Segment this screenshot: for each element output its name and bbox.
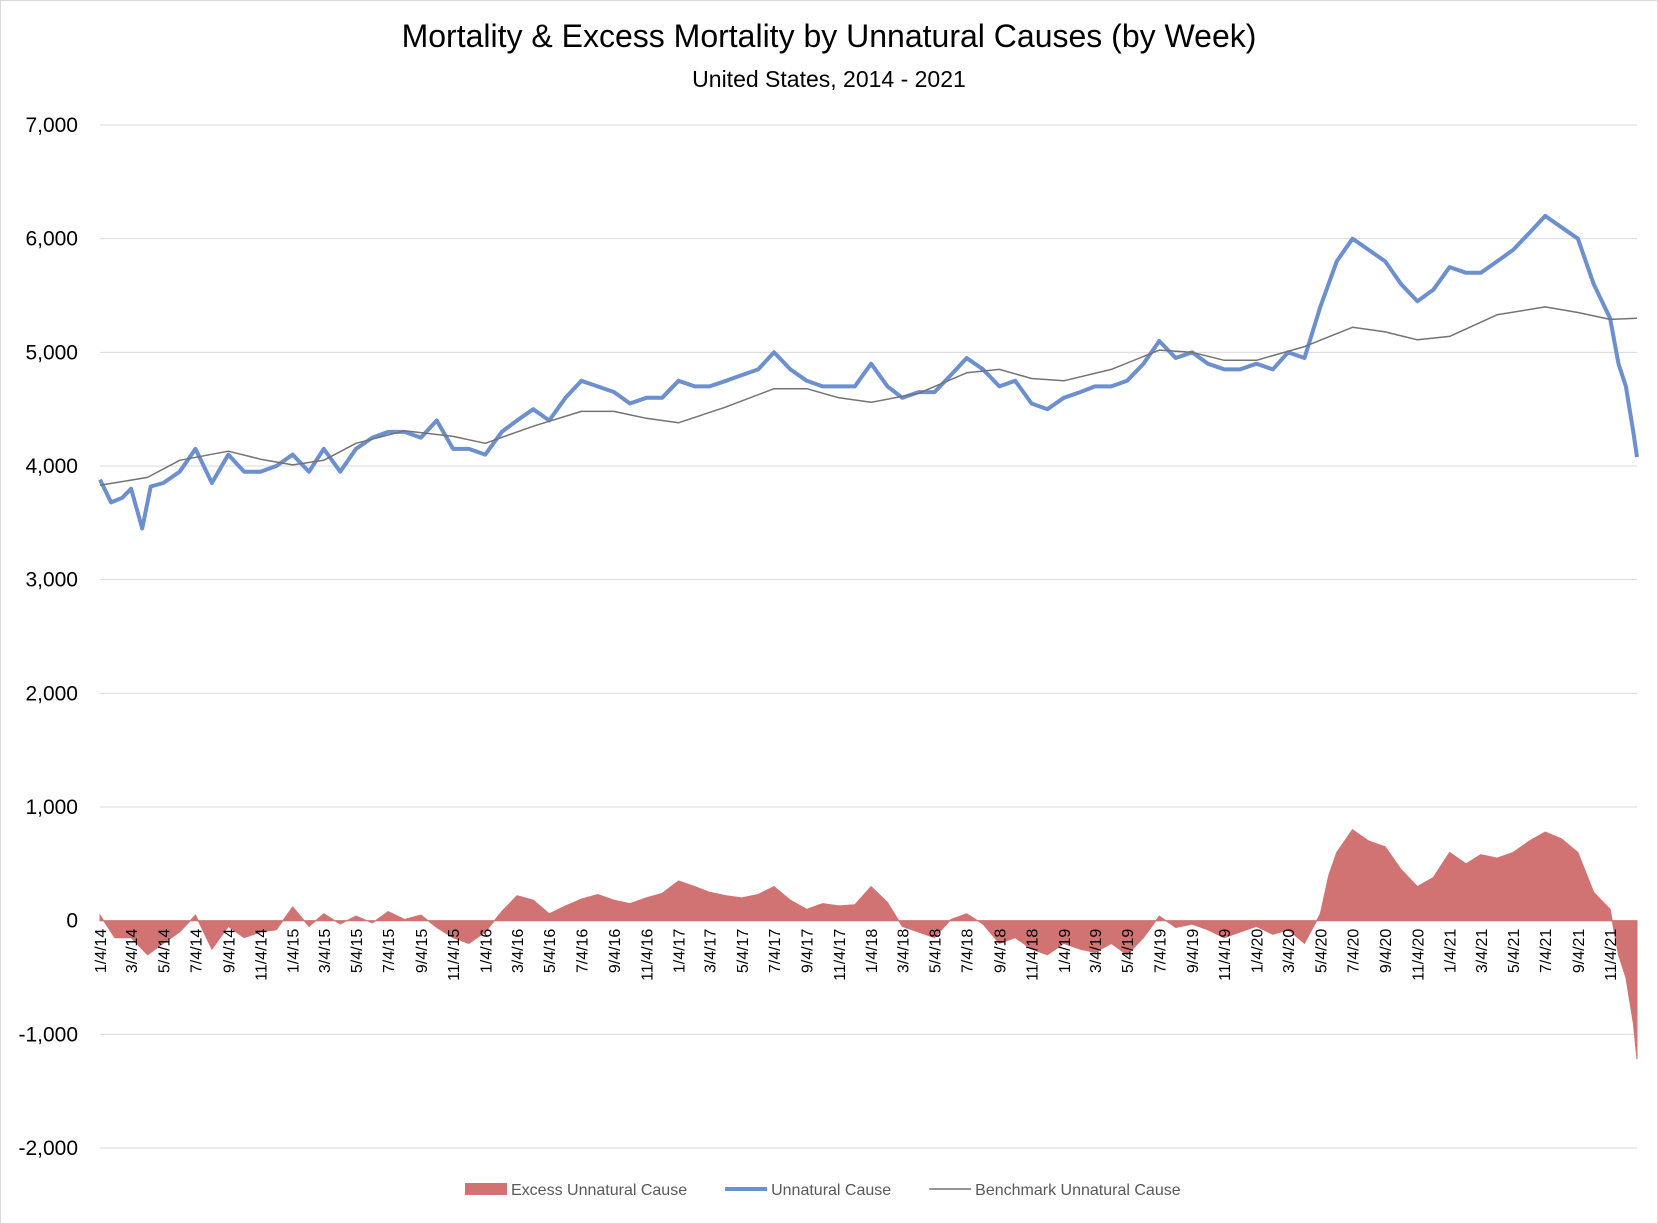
x-tick-label: 11/4/17 bbox=[832, 929, 849, 981]
legend-label: Excess Unnatural Cause bbox=[511, 1182, 687, 1199]
series-benchmark-unnatural-cause-line bbox=[99, 306, 1638, 487]
x-tick-label: 3/4/16 bbox=[510, 929, 527, 974]
x-tick-label: 5/4/19 bbox=[1120, 929, 1137, 974]
x-tick-label: 7/4/17 bbox=[767, 929, 784, 974]
y-tick-label: 1,000 bbox=[25, 796, 78, 819]
x-tick-label: 9/4/18 bbox=[992, 929, 1009, 974]
x-tick-label: 11/4/21 bbox=[1603, 929, 1620, 981]
x-tick-label: 7/4/18 bbox=[960, 929, 977, 974]
x-tick-label: 9/4/15 bbox=[414, 929, 431, 974]
x-tick-label: 1/4/14 bbox=[93, 929, 110, 974]
x-tick-label: 7/4/20 bbox=[1346, 929, 1363, 974]
y-tick-label: 6,000 bbox=[25, 228, 78, 251]
legend-label: Benchmark Unnatural Cause bbox=[975, 1182, 1181, 1199]
x-tick-label: 3/4/17 bbox=[703, 929, 720, 974]
x-tick-label: 5/4/17 bbox=[735, 929, 752, 974]
x-tick-label: 1/4/19 bbox=[1057, 929, 1074, 974]
chart-title: Mortality & Excess Mortality by Unnatura… bbox=[401, 18, 1257, 54]
x-tick-label: 11/4/20 bbox=[1410, 929, 1427, 981]
x-tick-label: 11/4/14 bbox=[253, 929, 270, 981]
y-tick-label: -1,000 bbox=[18, 1023, 78, 1046]
x-tick-label: 1/4/21 bbox=[1443, 929, 1460, 974]
y-tick-label: 2,000 bbox=[25, 682, 78, 705]
x-tick-label: 1/4/18 bbox=[864, 929, 881, 974]
series-unnatural-cause-line bbox=[98, 213, 1639, 531]
x-tick-label: 11/4/16 bbox=[639, 929, 656, 981]
chart-subtitle: United States, 2014 - 2021 bbox=[692, 66, 966, 92]
y-tick-label: 5,000 bbox=[25, 341, 78, 364]
gridlines bbox=[100, 124, 1637, 1149]
x-tick-label: 1/4/20 bbox=[1249, 929, 1266, 974]
x-tick-label: 7/4/14 bbox=[189, 929, 206, 974]
x-tick-label: 5/4/20 bbox=[1313, 929, 1330, 974]
x-tick-label: 11/4/18 bbox=[1025, 929, 1042, 981]
x-tick-label: 9/4/21 bbox=[1571, 929, 1588, 974]
x-tick-label: 9/4/19 bbox=[1185, 929, 1202, 974]
x-tick-label: 9/4/17 bbox=[800, 929, 817, 974]
x-tick-label: 11/4/19 bbox=[1217, 929, 1234, 981]
x-tick-label: 3/4/20 bbox=[1281, 929, 1298, 974]
x-tick-label: 7/4/19 bbox=[1152, 929, 1169, 974]
x-tick-label: 5/4/14 bbox=[156, 929, 173, 974]
x-tick-label: 11/4/15 bbox=[446, 929, 463, 981]
series-line-layer bbox=[98, 213, 1639, 531]
x-tick-label: 9/4/14 bbox=[221, 929, 238, 974]
x-tick-label: 5/4/18 bbox=[927, 929, 944, 974]
y-tick-label: 3,000 bbox=[25, 569, 78, 592]
x-tick-label: 3/4/19 bbox=[1088, 929, 1105, 974]
y-tick-label: 4,000 bbox=[25, 455, 78, 478]
x-tick-label: 3/4/21 bbox=[1474, 929, 1491, 974]
x-tick-label: 3/4/15 bbox=[317, 929, 334, 974]
x-tick-label: 3/4/18 bbox=[895, 929, 912, 974]
x-tick-label: 1/4/16 bbox=[478, 929, 495, 974]
x-tick-label: 7/4/15 bbox=[381, 929, 398, 974]
legend-label: Unnatural Cause bbox=[771, 1182, 891, 1199]
y-tick-label: -2,000 bbox=[18, 1137, 78, 1160]
x-axis-ticks: 1/4/14 3/4/14 5/4/14 7/4/14 9/4/14 11/4/14 1/4… bbox=[93, 929, 1620, 981]
x-tick-label: 7/4/21 bbox=[1538, 929, 1555, 974]
x-tick-label: 3/4/14 bbox=[124, 929, 141, 974]
y-tick-label: 0 bbox=[66, 910, 78, 933]
x-tick-label: 9/4/16 bbox=[607, 929, 624, 974]
y-axis-ticks: -2,000 -1,000 0 1,000 2,000 3,000 4,000 5,000 6,… bbox=[18, 114, 78, 1160]
x-tick-label: 7/4/16 bbox=[574, 929, 591, 974]
y-tick-label: 7,000 bbox=[25, 114, 78, 137]
legend-swatch-excess bbox=[465, 1183, 507, 1195]
x-tick-label: 1/4/15 bbox=[286, 929, 303, 974]
excess-area-layer bbox=[99, 829, 1638, 1060]
x-tick-label: 5/4/15 bbox=[349, 929, 366, 974]
x-tick-label: 5/4/16 bbox=[542, 929, 559, 974]
x-tick-label: 9/4/20 bbox=[1378, 929, 1395, 974]
series-excess-unnatural-cause-area bbox=[99, 829, 1638, 1060]
x-tick-label: 5/4/21 bbox=[1506, 929, 1523, 974]
x-tick-label: 1/4/17 bbox=[671, 929, 688, 974]
legend: Excess Unnatural Cause Unnatural Cause Ben… bbox=[465, 1182, 1181, 1199]
